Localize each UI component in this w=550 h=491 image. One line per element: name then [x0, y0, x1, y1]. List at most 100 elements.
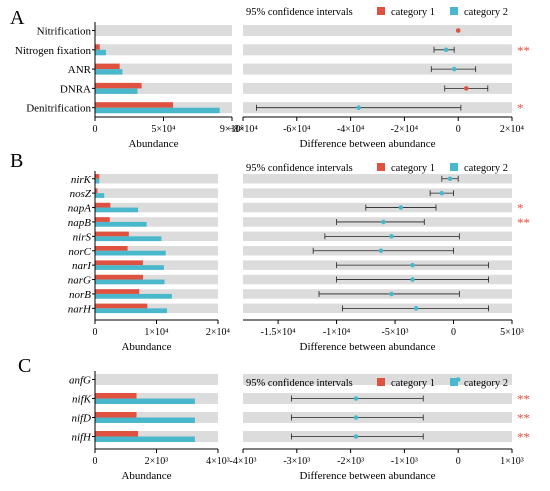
- category-label: norC: [68, 246, 91, 258]
- category-label: nifH: [71, 432, 92, 444]
- bar-category-2: [95, 279, 165, 285]
- bar-category-2: [95, 250, 166, 256]
- significance-mark: *: [517, 101, 524, 116]
- x-tick-label: 2×10⁴: [500, 124, 525, 135]
- category-label: DNRA: [60, 83, 91, 95]
- category-label: Nitrification: [37, 26, 92, 38]
- legend-label: category 2: [464, 378, 508, 389]
- significance-mark: **: [517, 43, 530, 58]
- x-tick-label: 4×10³: [206, 456, 230, 467]
- significance-mark: *: [517, 201, 524, 216]
- bar-category-2: [95, 221, 147, 227]
- bar-category-2: [95, 308, 167, 314]
- diff-point: [451, 66, 457, 72]
- bar-category-1: [95, 217, 110, 222]
- x-tick-label: -1.5×10⁴: [261, 327, 296, 338]
- panel-label: A: [10, 7, 25, 29]
- bar-category-1: [95, 289, 140, 294]
- legend-label: category 2: [464, 7, 508, 18]
- x-tick-label: −8×10⁴: [228, 124, 258, 135]
- x-axis-label: Abundance: [121, 341, 171, 353]
- bar-category-2: [95, 207, 139, 213]
- legend-label: category 1: [391, 378, 435, 389]
- category-label: Nitrogen fixation: [15, 45, 92, 57]
- bar-category-2: [95, 49, 106, 56]
- x-axis-label: Abundance: [128, 138, 178, 150]
- bar-category-1: [95, 274, 143, 280]
- category-label: narI: [72, 260, 92, 272]
- bar-category-2: [95, 265, 164, 270]
- x-axis-label: Difference between abundance: [300, 470, 436, 482]
- x-tick-label: -4×10³: [230, 456, 257, 467]
- bar-category-1: [95, 260, 143, 266]
- x-tick-label: -2×10³: [337, 456, 364, 467]
- legend-swatch-category-1: [377, 163, 385, 171]
- bar-category-2: [95, 436, 195, 442]
- bar-band: [95, 44, 232, 56]
- bar-category-2: [95, 88, 138, 94]
- category-label: narG: [68, 275, 91, 287]
- diff-band: [243, 25, 512, 36]
- x-tick-label: -4×10⁴: [337, 124, 365, 135]
- x-tick-label: 0: [93, 124, 98, 135]
- category-label: narH: [68, 303, 92, 315]
- bar-category-1: [95, 44, 100, 50]
- bar-category-1: [95, 188, 98, 194]
- category-label: anfG: [69, 375, 91, 387]
- category-label: nifD: [71, 413, 91, 425]
- bar-category-1: [95, 63, 120, 70]
- panel-label: B: [10, 150, 23, 172]
- diff-point: [455, 28, 461, 33]
- bar-category-1: [95, 303, 148, 309]
- legend-title: 95% confidence intervals: [246, 7, 353, 18]
- diff-point: [353, 396, 359, 401]
- x-tick-label: -5×10³: [382, 327, 409, 338]
- bar-category-1: [95, 202, 111, 208]
- x-tick-label: 0: [93, 327, 98, 338]
- legend-title: 95% confidence intervals: [246, 378, 353, 389]
- x-tick-label: 5×10⁴: [151, 124, 176, 135]
- bar-band: [95, 217, 218, 227]
- bar-category-2: [95, 236, 162, 242]
- bar-band: [95, 188, 218, 198]
- bar-band: [95, 374, 218, 385]
- category-label: nirS: [73, 231, 92, 243]
- bar-band: [95, 25, 232, 36]
- diff-point: [353, 434, 359, 439]
- diff-band: [243, 188, 512, 198]
- x-tick-label: -2×10⁴: [391, 124, 419, 135]
- bar-category-2: [95, 417, 195, 423]
- diff-point: [389, 234, 394, 239]
- diff-point: [443, 47, 449, 53]
- x-tick-label: 9×10⁵: [220, 124, 244, 135]
- x-tick-label: 0: [456, 456, 461, 467]
- diff-point: [439, 190, 445, 196]
- diff-point: [398, 205, 404, 210]
- category-label: ANR: [68, 64, 92, 76]
- legend-swatch-category-2: [450, 7, 458, 15]
- bar-category-2: [95, 193, 105, 198]
- significance-mark: **: [517, 430, 530, 445]
- category-label: napA: [68, 203, 92, 215]
- diff-point: [410, 262, 415, 268]
- diff-point: [389, 291, 394, 297]
- bar-category-1: [95, 174, 100, 179]
- bar-band: [95, 202, 218, 213]
- bar-category-1: [95, 431, 139, 437]
- legend-swatch-category-2: [450, 378, 458, 386]
- diff-point: [447, 176, 453, 182]
- x-axis-label: Difference between abundance: [300, 341, 436, 353]
- category-label: nirK: [71, 174, 92, 186]
- category-label: norB: [69, 289, 91, 301]
- bar-category-1: [95, 231, 129, 237]
- category-label: nosZ: [70, 188, 92, 200]
- x-tick-label: -1×10⁴: [323, 327, 351, 338]
- legend-label: category 1: [391, 163, 435, 174]
- bar-category-2: [95, 178, 100, 184]
- bar-category-1: [95, 82, 142, 89]
- diff-point: [381, 219, 386, 225]
- diff-point: [356, 105, 361, 110]
- category-label: Denitrification: [26, 103, 91, 115]
- bar-band: [95, 63, 232, 75]
